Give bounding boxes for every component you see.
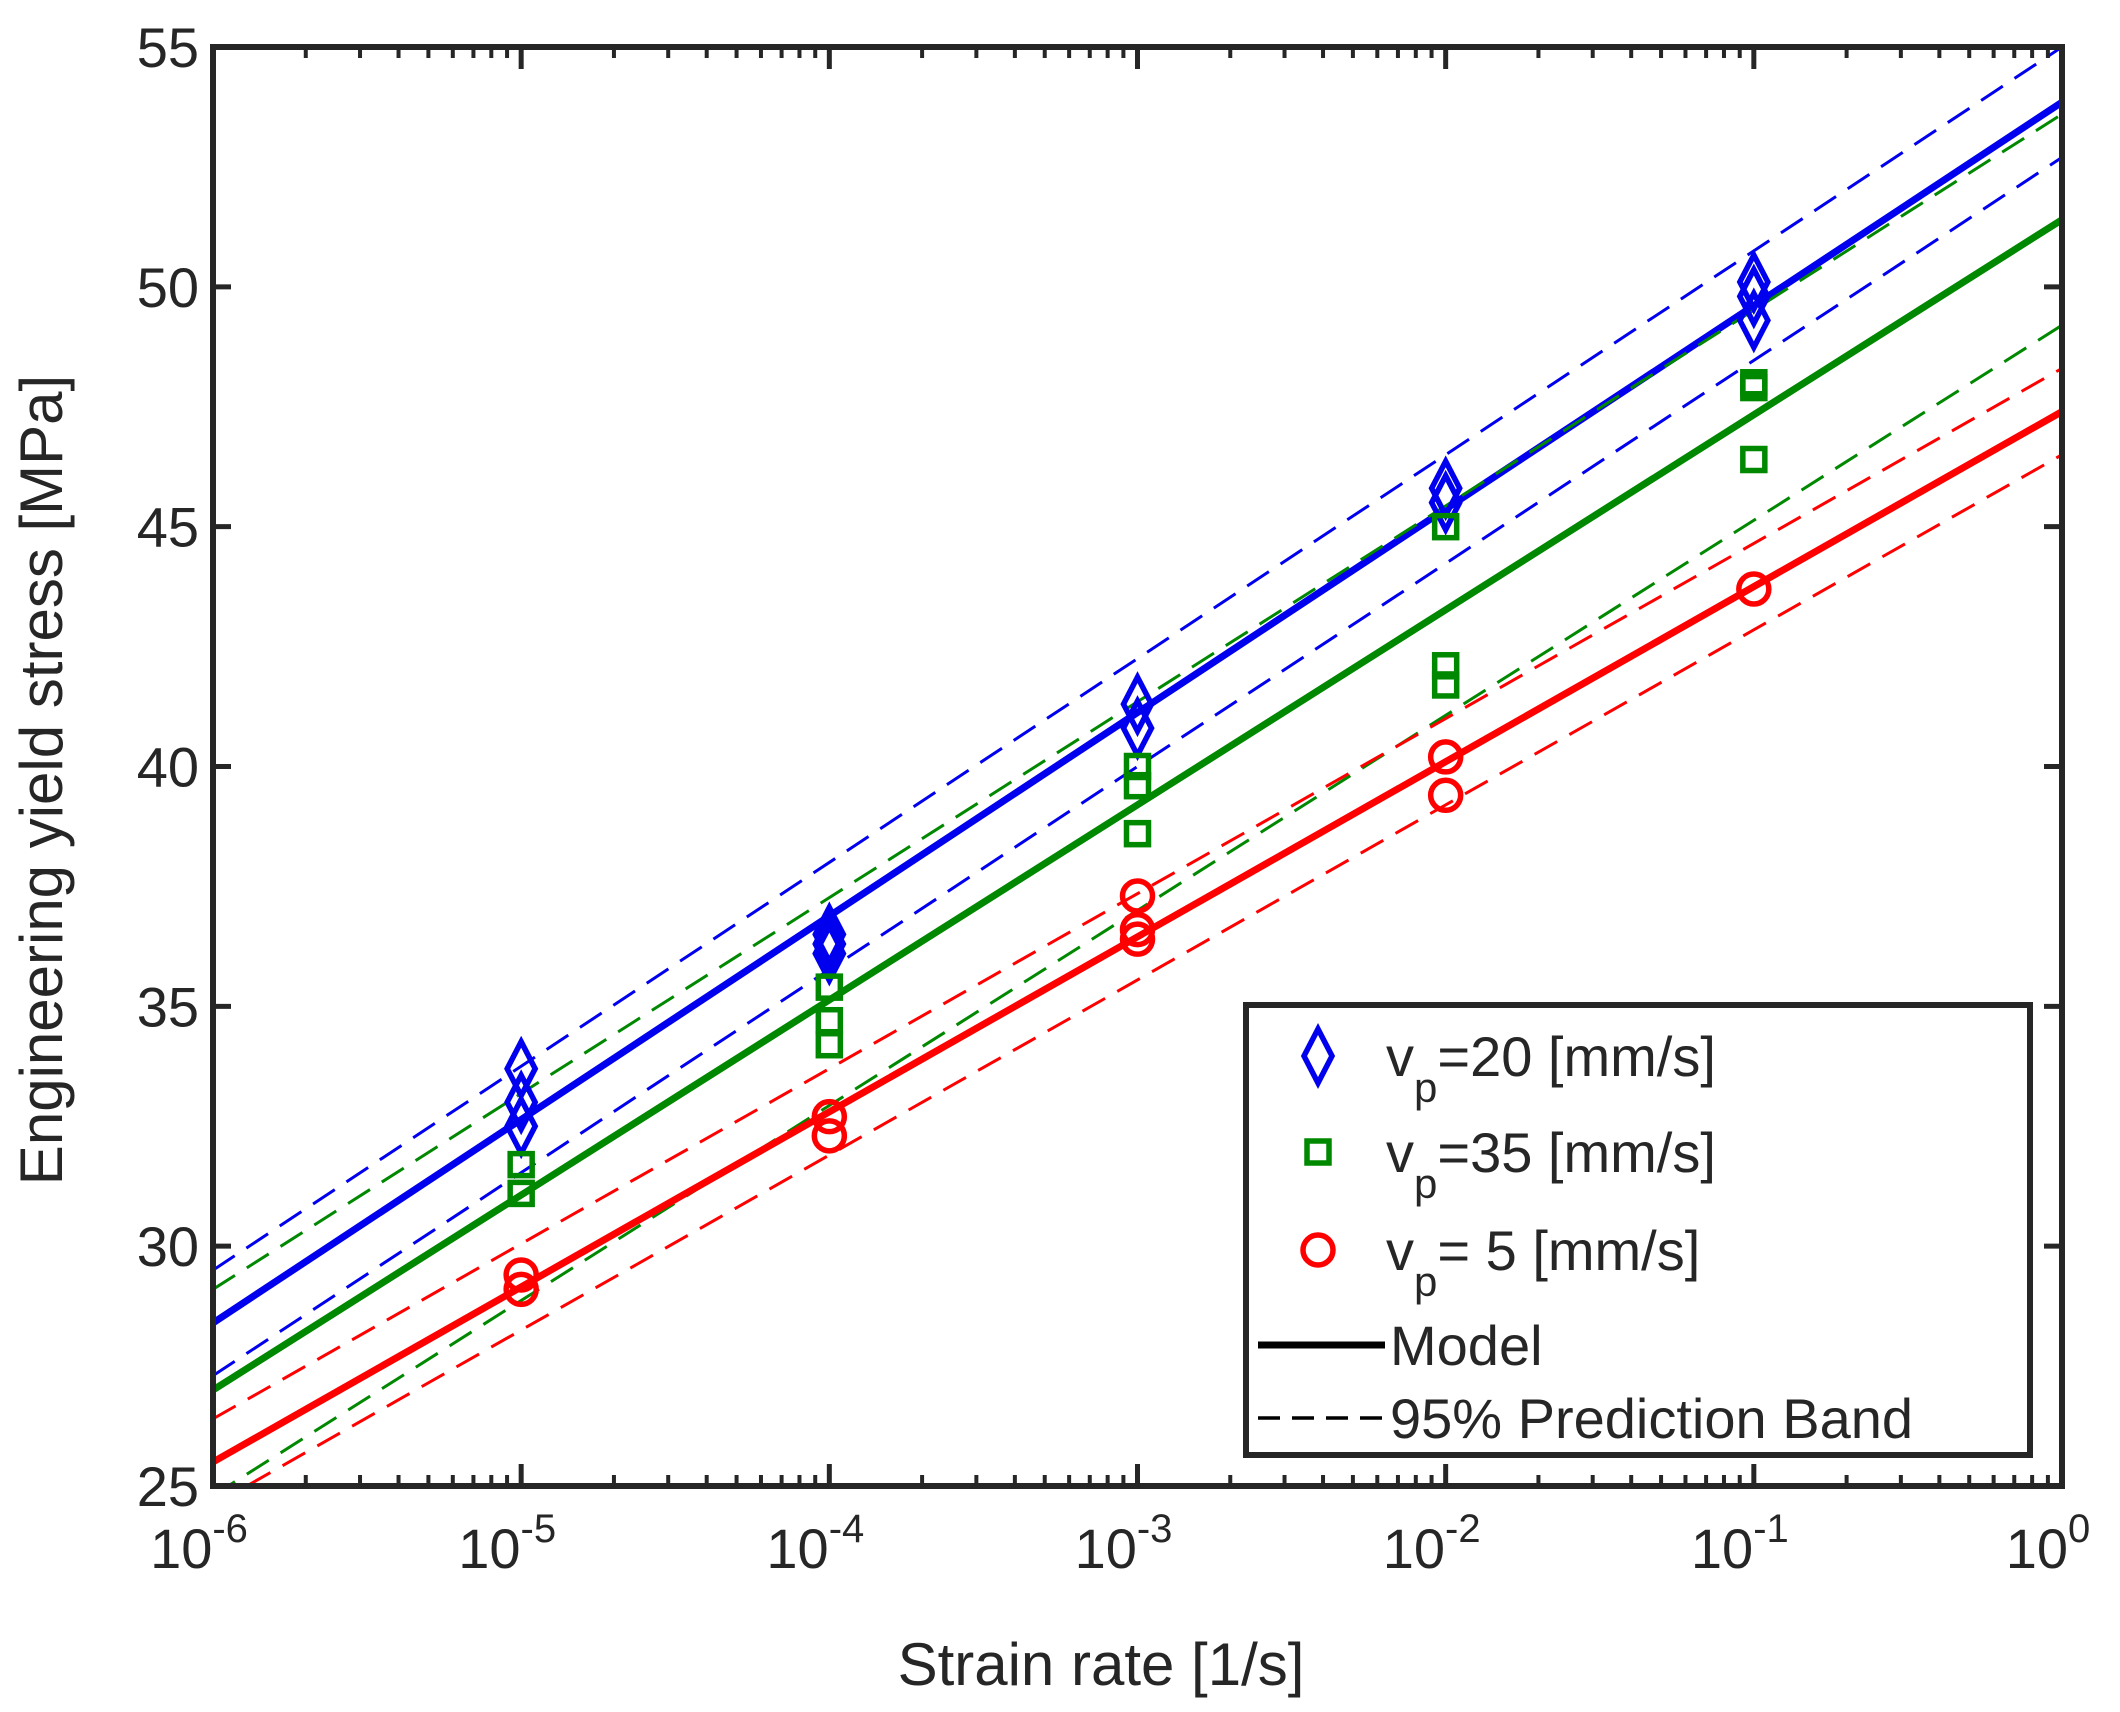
vp35-data-point (815, 973, 844, 1001)
vp35-data-point (1431, 671, 1460, 699)
vp35-data-point (1123, 752, 1152, 781)
vp35-model-line (213, 216, 2062, 1394)
y-tick-label: 40 (137, 736, 199, 799)
model-legend-label: Model (1390, 1314, 1543, 1377)
vp5-data-point (1119, 911, 1156, 948)
vp35-data-point (815, 1030, 844, 1059)
y-tick-label: 25 (137, 1455, 199, 1518)
vp5-data-point (503, 1271, 539, 1308)
vp35-data-point (1123, 771, 1152, 800)
vp35-data-point (1431, 512, 1460, 541)
vp20-data-point (504, 1069, 539, 1136)
vp35-legend-label: vp=35 [mm/s] (1386, 1121, 1716, 1207)
x-tick-label: 100 (2006, 1507, 2091, 1580)
vp5-legend-marker (1300, 1232, 1336, 1268)
vp5-data-point (1736, 571, 1772, 607)
vp35-data-point (1431, 652, 1460, 680)
vp20-legend-marker (1300, 1023, 1336, 1089)
y-tick-label: 45 (137, 496, 199, 559)
vp5-data-point (1427, 739, 1464, 775)
x-tick-label: 10-4 (766, 1507, 864, 1580)
x-axis-label: Strain rate [1/s] (898, 1631, 1305, 1698)
vp35-data-point (1123, 819, 1152, 848)
vp35-data-point (1740, 369, 1768, 397)
vp20-legend-label: vp=20 [mm/s] (1386, 1025, 1716, 1111)
x-tick-label: 10-5 (458, 1507, 556, 1580)
vp20-data-point (812, 901, 847, 968)
ticklabels-layer: 25 30 35 40 45 50 55 10-6 10-5 10-4 10-3 10-2 10-1 10… (137, 16, 2091, 1580)
vp5-data-point (1427, 777, 1464, 814)
x-tick-label: 10-1 (1691, 1507, 1789, 1580)
vp35-data-point (1740, 445, 1768, 474)
vp5-legend-label: vp= 5 [mm/s] (1386, 1219, 1700, 1305)
vp35-data-point (507, 1150, 535, 1179)
vp5-data-point (503, 1257, 539, 1293)
vp5-data-point (1119, 921, 1156, 957)
vp20-data-point (504, 1035, 539, 1102)
vp35-data-point (815, 1006, 844, 1035)
vp5-band-lower-line (243, 453, 2062, 1486)
y-tick-label: 55 (137, 16, 199, 79)
vp20-data-point (1120, 671, 1155, 738)
vp35-data-point (507, 1179, 535, 1208)
vp5-data-point (811, 1118, 848, 1154)
x-tick-label: 10-2 (1383, 1507, 1481, 1580)
x-tick-label: 10-3 (1075, 1507, 1173, 1580)
markers-layer (503, 249, 1772, 1308)
vp5-band-upper-line (213, 367, 2062, 1421)
y-tick-label: 35 (137, 975, 199, 1038)
vp20-data-point (812, 911, 847, 977)
x-tick-label: 10-6 (150, 1507, 248, 1580)
y-axis-label: Engineering yield stress [MPa] (8, 375, 75, 1185)
vp35-legend-marker (1304, 1138, 1332, 1166)
y-tick-label: 50 (137, 256, 199, 319)
y-tick-label: 30 (137, 1215, 199, 1278)
vp20-data-point (1736, 249, 1771, 316)
band-legend-label: 95% Prediction Band (1390, 1387, 1913, 1450)
vp20-data-point (1736, 287, 1771, 354)
vp5-model-line (213, 408, 2062, 1466)
axes-layer (210, 44, 2065, 1489)
legend: vp=20 [mm/s] vp=35 [mm/s] vp= 5 [mm/s] Mode… (1243, 1002, 2033, 1458)
legend-box (1243, 1002, 2033, 1458)
vp20-band-lower-line (213, 156, 2062, 1377)
vp5-data-point (1119, 878, 1156, 914)
vp5-data-point (811, 1098, 848, 1135)
